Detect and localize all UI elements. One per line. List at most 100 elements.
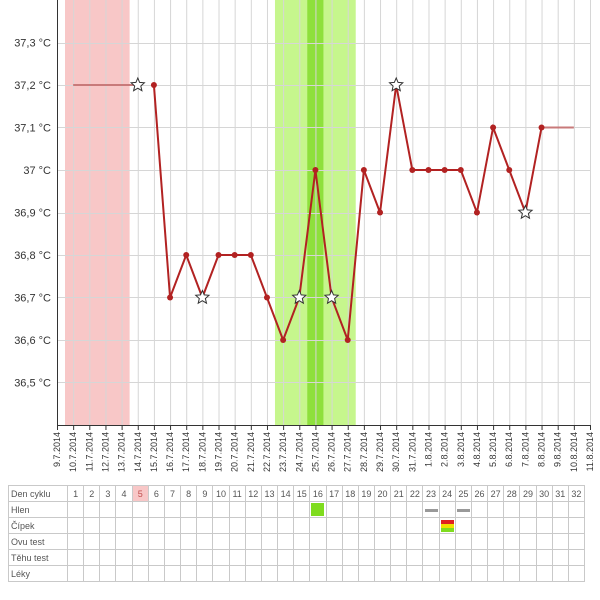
x-tick-label: 2.8.2014 [440, 432, 450, 467]
temperature-star-point [194, 289, 211, 305]
table-cell [147, 565, 165, 582]
cycle-day-cell: 23 [422, 485, 440, 502]
phase-bands [65, 0, 356, 425]
table-cell [325, 501, 343, 518]
row-label: Léky [8, 565, 68, 582]
mucus-mark [424, 508, 438, 512]
temperature-point [409, 167, 416, 173]
cycle-day-cell: 28 [503, 485, 521, 502]
temperature-star-point [129, 76, 146, 92]
temperature-markers [129, 76, 545, 343]
table-row: Ovu test [8, 533, 586, 550]
table-cell [470, 565, 489, 582]
temperature-point [441, 167, 448, 173]
cycle-day-cell: 18 [341, 485, 359, 502]
table-cell [535, 549, 553, 566]
row-label: Hlen [8, 501, 68, 518]
table-cell [390, 501, 408, 518]
table-cell [83, 533, 101, 550]
temperature-point [231, 252, 238, 258]
table-cell [567, 549, 586, 566]
table-cell [503, 549, 521, 566]
table-cell [115, 533, 133, 550]
table-cell [406, 501, 424, 518]
table-cell [357, 517, 375, 534]
x-tick-label: 5.8.2014 [488, 432, 498, 467]
table-cell [406, 533, 424, 550]
cycle-day-cell: 4 [115, 485, 133, 502]
cycle-day-cell: 7 [163, 485, 182, 502]
table-cell [373, 533, 392, 550]
y-tick-label: 36,6 °C [14, 335, 51, 347]
row-label: Ovu test [8, 533, 68, 550]
temperature-point [280, 337, 287, 343]
table-cell [551, 501, 569, 518]
x-tick-label: 28.7.2014 [359, 432, 369, 472]
row-label: Den cyklu [8, 485, 68, 502]
x-tick-label: 9.7.2014 [52, 432, 62, 467]
table-cell [244, 517, 262, 534]
table-cell [422, 533, 440, 550]
table-cell [422, 565, 440, 582]
table-cell [212, 565, 230, 582]
temperature-star-point [388, 76, 405, 92]
cycle-day-cell: 20 [373, 485, 392, 502]
table-cell [454, 565, 472, 582]
table-cell [325, 549, 343, 566]
table-cell [438, 517, 456, 534]
table-cell [390, 533, 408, 550]
y-tick-labels: 36,5 °C 36,6 °C 36,7 °C 36,8 °C 36,9 °C 37 °C… [14, 38, 51, 390]
temperature-point [473, 209, 480, 216]
table-cell [470, 501, 489, 518]
x-tick-label: 15.7.2014 [149, 432, 159, 472]
cycle-day-cell: 6 [147, 485, 165, 502]
y-tick-label: 36,5 °C [14, 378, 51, 390]
cycle-day-cell: 5 [131, 485, 149, 502]
table-cell [147, 533, 165, 550]
x-tick-label: 17.7.2014 [181, 432, 191, 472]
temperature-point [344, 337, 351, 343]
cycle-day-cell: 14 [277, 485, 295, 502]
table-cell [115, 565, 133, 582]
table-cell [293, 517, 311, 534]
band-ovulation [307, 0, 324, 425]
x-tick-label: 18.7.2014 [197, 432, 207, 472]
cervix-mark-bar [440, 523, 454, 528]
table-cell [212, 517, 230, 534]
table-cell [228, 533, 246, 550]
cycle-day-cell: 11 [228, 485, 246, 502]
table-cell [228, 517, 246, 534]
table-cell [293, 501, 311, 518]
table-cell [66, 533, 85, 550]
mucus-mark [456, 508, 470, 512]
temperature-point [377, 209, 384, 216]
table-cell [260, 533, 279, 550]
x-tick-label: 1.8.2014 [423, 432, 433, 467]
table-cell [487, 501, 505, 518]
temperature-point [215, 252, 222, 258]
cycle-day-cell: 12 [244, 485, 262, 502]
x-tick-label: 16.7.2014 [165, 432, 175, 472]
temperature-point [506, 167, 513, 173]
y-tick-label: 37,2 °C [14, 80, 51, 92]
x-tick-labels: 9.7.2014 10.7.2014 11.7.2014 12.7.2014 13.7.… [52, 432, 595, 472]
table-cell [260, 565, 279, 582]
table-cell [519, 501, 537, 518]
temperature-point [167, 294, 174, 301]
table-cell [66, 549, 85, 566]
table-cell [341, 549, 359, 566]
table-cell [519, 517, 537, 534]
cycle-day-cell: 2 [83, 485, 101, 502]
table-cell [66, 565, 85, 582]
table-cell [163, 565, 182, 582]
table-cell [438, 565, 456, 582]
table-cell [163, 501, 182, 518]
table-cell [567, 517, 586, 534]
table-cell [131, 501, 149, 518]
table-cell [228, 565, 246, 582]
table-cell [99, 565, 117, 582]
table-cell [325, 517, 343, 534]
temperature-point [490, 124, 497, 131]
table-cell [390, 565, 408, 582]
table-cell [309, 501, 327, 518]
